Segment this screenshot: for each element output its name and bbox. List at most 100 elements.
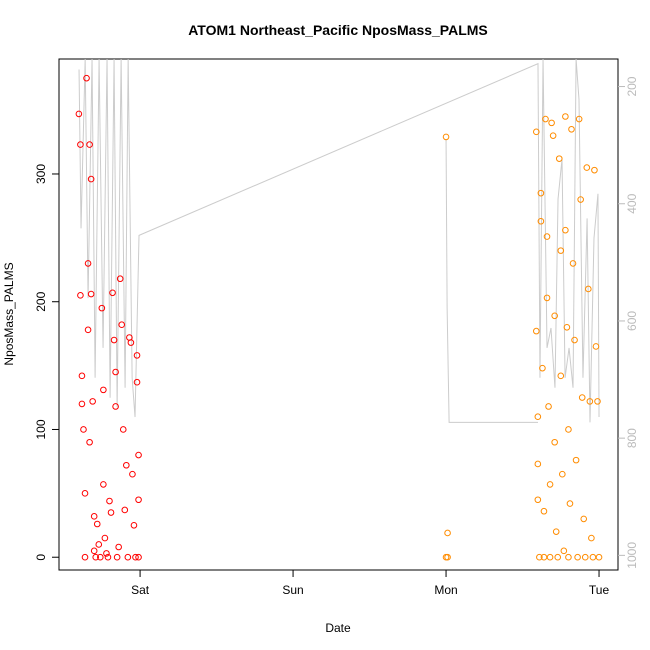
data-point [90,513,98,520]
data-point [565,553,572,561]
data-point [563,323,571,331]
data-point [86,438,93,446]
data-point [97,553,104,561]
data-point [444,529,451,537]
data-point [116,275,124,283]
data-point [574,553,581,561]
data-point [92,553,100,561]
data-point [112,368,119,376]
data-point [77,141,84,148]
data-point [78,372,86,380]
data-point [109,289,116,297]
data-point [537,217,545,225]
data-point [100,481,107,488]
data-point [103,550,110,557]
data-point [537,189,545,197]
data-point [595,553,603,561]
x-tick-label: Tue [589,583,610,597]
data-point [84,326,92,334]
data-point [536,553,543,561]
y2-tick-label: 600 [625,311,639,331]
data-point [534,413,542,421]
plot-frame [58,58,619,571]
data-point [98,304,106,312]
data-point [551,312,558,320]
data-point [110,336,118,344]
x-tick-label: Sat [131,583,150,597]
data-point [575,115,583,123]
y-tick-label: 100 [34,419,48,439]
data-point [543,294,551,302]
data-point [539,364,546,372]
y-tick-label: 300 [34,164,48,184]
data-point [81,553,89,561]
data-point [95,541,103,548]
data-point [83,74,90,82]
data-point [135,496,142,504]
data-point [545,403,552,410]
data-point [78,400,86,408]
data-point [546,481,554,488]
data-point [75,110,83,118]
data-point [87,290,95,298]
y2-tick-label: 800 [625,428,639,448]
data-point [552,528,560,535]
data-point [542,115,549,123]
data-point [591,166,598,174]
plot-area [75,59,603,561]
y2-tick-label: 1000 [625,542,639,569]
y-tick-label: 0 [34,554,48,561]
data-point [442,553,450,561]
data-point [123,461,130,469]
data-point [562,113,569,120]
data-point [549,132,557,139]
data-point [594,398,601,405]
data-point [127,339,135,346]
data-point [119,426,127,433]
x-tick-label: Sun [282,583,303,597]
data-point [81,490,89,497]
data-point [571,336,578,344]
data-point [555,155,563,162]
data-point [89,398,96,405]
data-point [557,372,565,380]
data-point [583,164,591,171]
data-point [589,553,597,561]
data-point [86,141,93,148]
data-point [586,398,594,405]
data-point [77,292,84,299]
data-point [592,343,600,350]
data-point [569,260,577,267]
data-point [118,321,126,329]
data-point [87,175,95,183]
data-point [121,506,129,514]
data-point [578,394,586,401]
data-point [580,515,588,523]
data-point [566,500,574,507]
data-point [132,553,139,561]
data-point [135,553,142,561]
data-point [533,327,540,335]
y-axis-label: NposMass_PALMS [2,262,16,365]
data-point [557,247,565,254]
data-point [84,260,92,267]
y2-tick-label: 400 [625,193,639,213]
data-point [90,547,98,555]
data-point [135,451,142,459]
data-point [565,426,572,433]
data-point [93,520,101,528]
data-point [130,521,138,529]
data-point [133,352,141,359]
x-tick-label: Mon [434,583,457,597]
data-point [113,553,121,561]
x-axis-label: Date [325,621,351,635]
data-point [554,553,562,561]
data-point [548,119,555,127]
y-tick-label: 200 [34,291,48,311]
data-point [534,496,542,504]
data-point [543,233,551,240]
data-line [78,59,600,423]
data-point [112,403,119,410]
